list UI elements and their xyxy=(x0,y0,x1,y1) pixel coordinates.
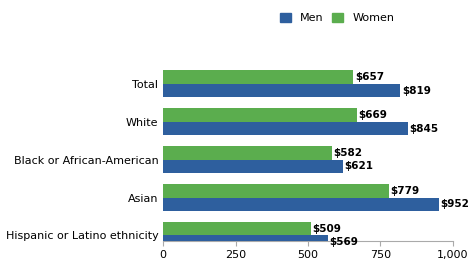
Text: $621: $621 xyxy=(345,161,374,171)
Text: $845: $845 xyxy=(410,123,438,134)
Bar xyxy=(163,222,310,235)
Bar xyxy=(163,184,389,198)
Bar xyxy=(163,108,357,122)
Bar xyxy=(163,84,400,97)
Bar xyxy=(163,235,328,249)
Text: $952: $952 xyxy=(440,199,469,209)
Text: $819: $819 xyxy=(402,86,431,95)
Text: $509: $509 xyxy=(312,224,341,234)
Text: $569: $569 xyxy=(329,237,358,247)
Bar xyxy=(163,146,332,160)
Bar xyxy=(163,160,343,173)
Text: $779: $779 xyxy=(391,186,419,196)
Bar xyxy=(163,70,354,84)
Legend: Men, Women: Men, Women xyxy=(276,9,398,27)
Text: $657: $657 xyxy=(355,72,384,82)
Text: $582: $582 xyxy=(333,148,363,158)
Bar xyxy=(163,122,408,135)
Bar xyxy=(163,198,439,211)
Text: $669: $669 xyxy=(359,110,387,120)
